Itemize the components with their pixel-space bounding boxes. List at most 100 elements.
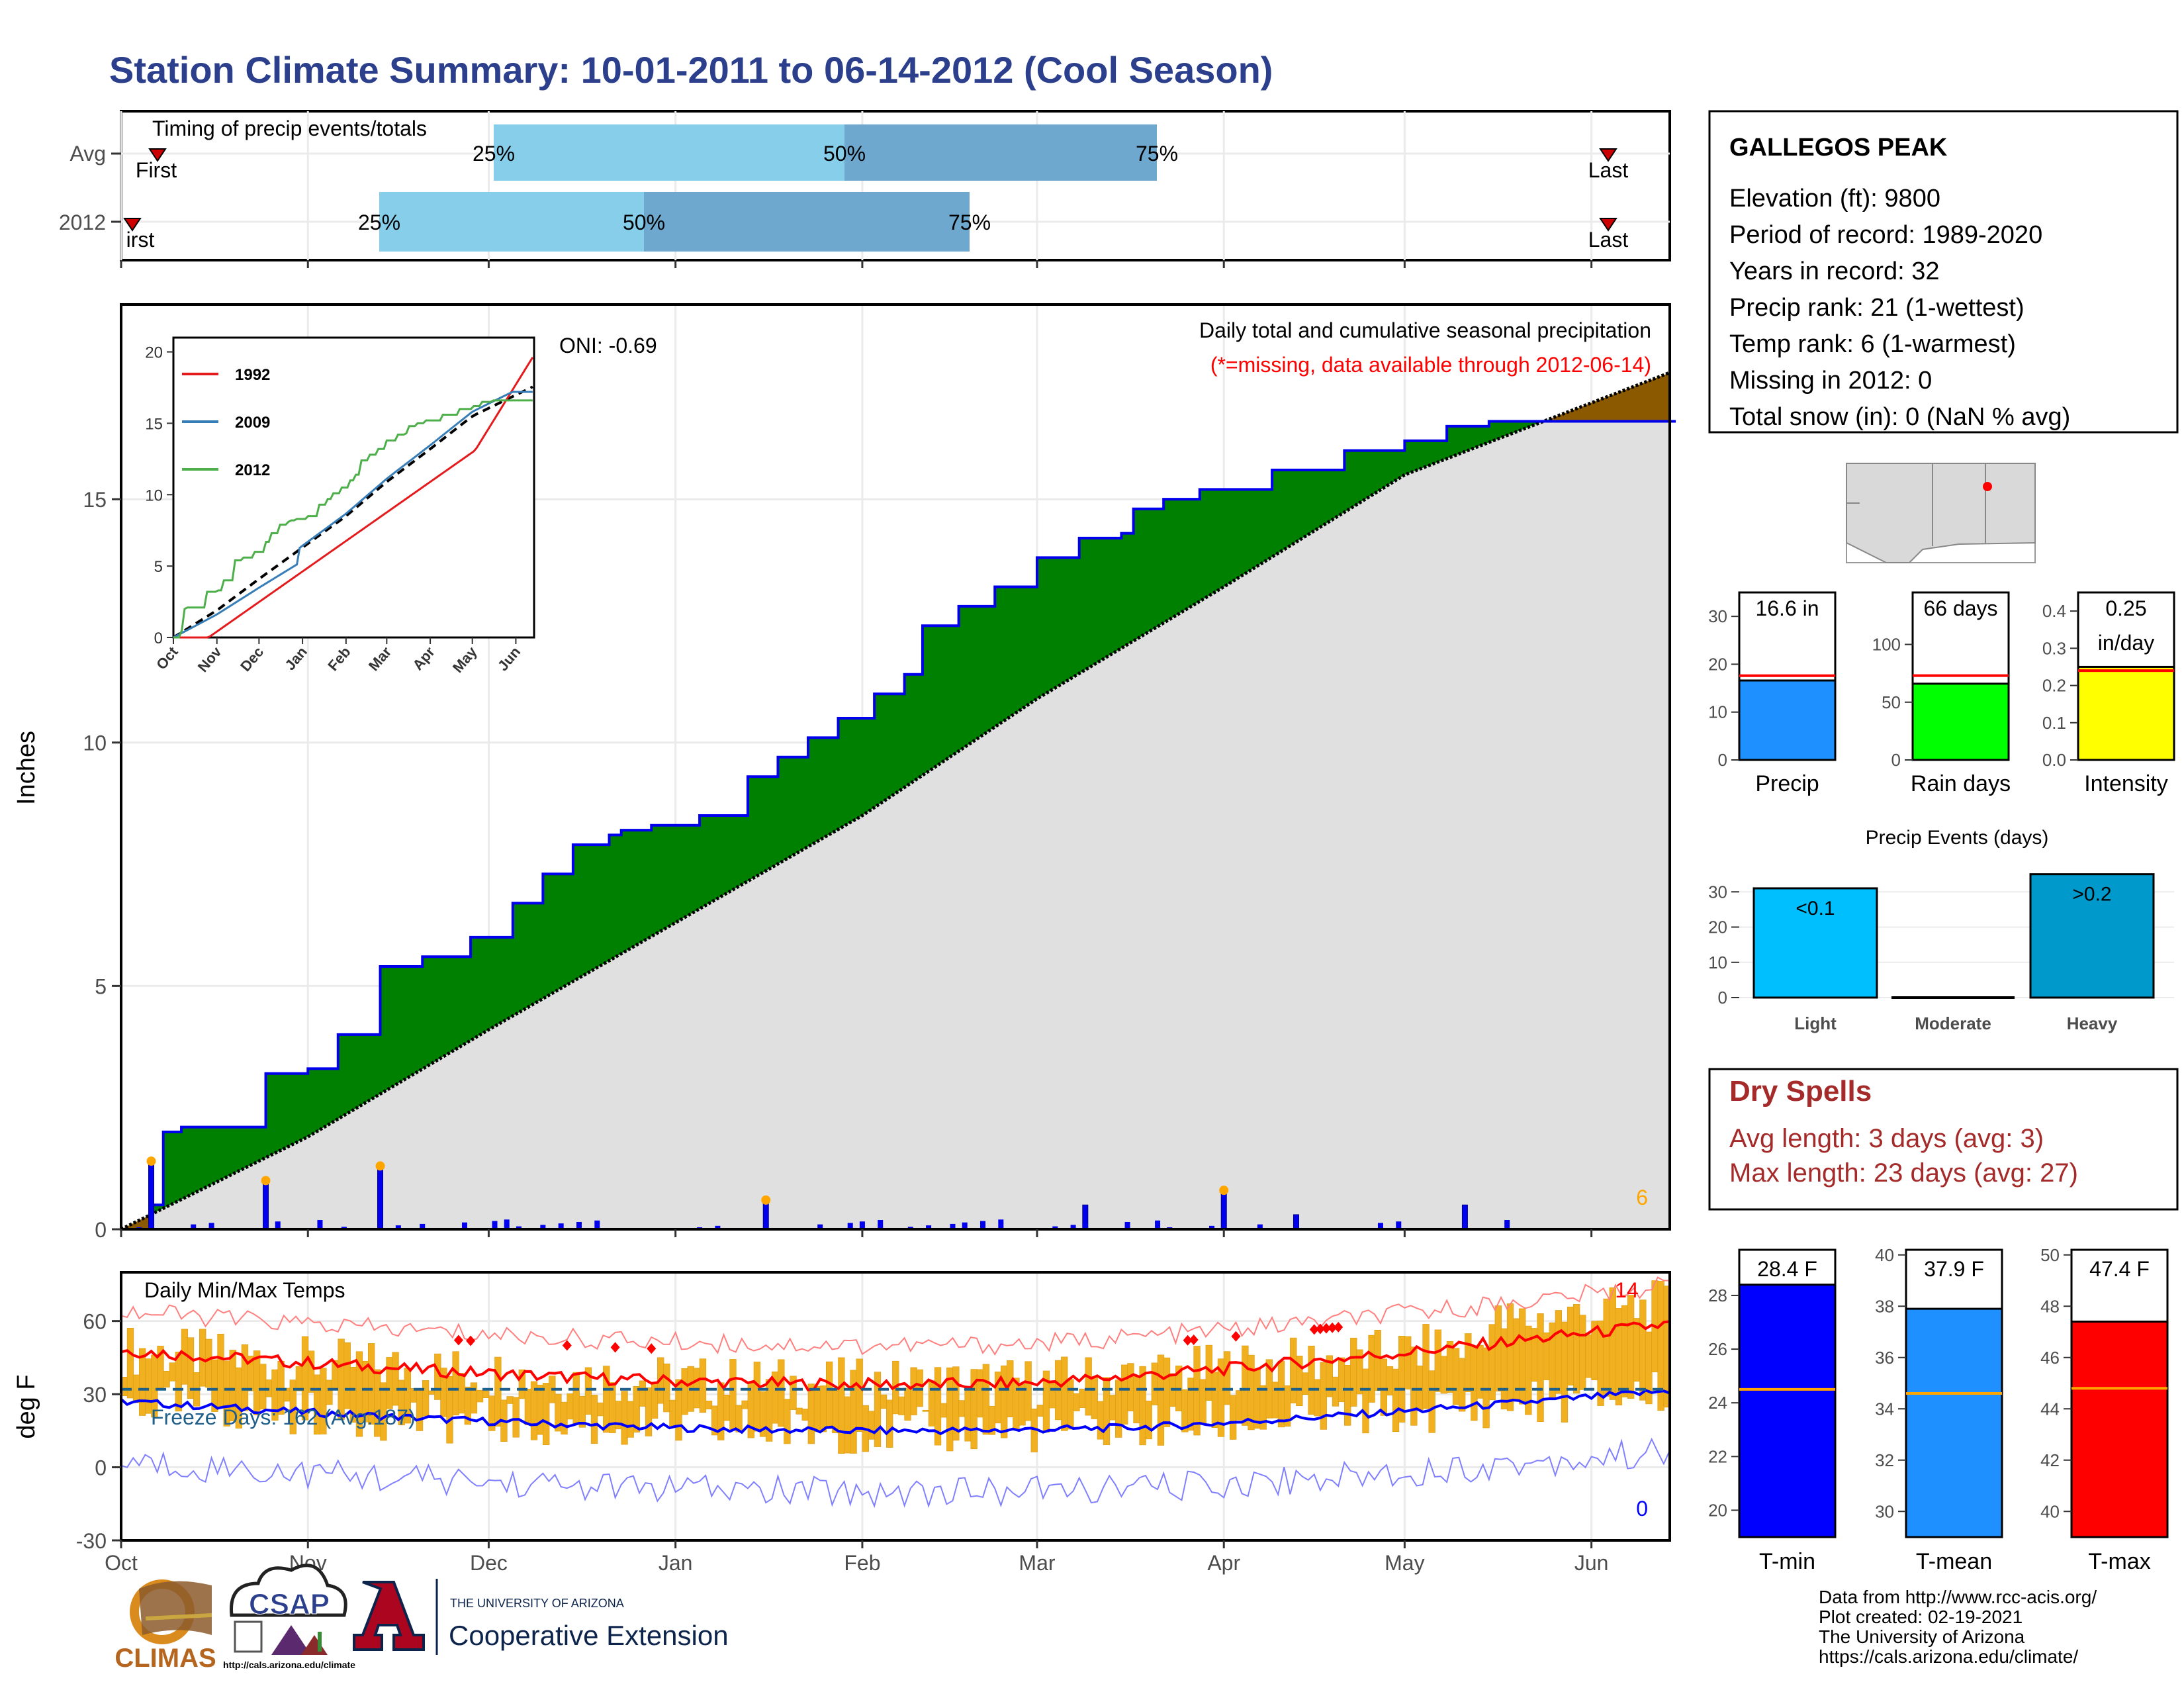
inset-y-tick-label: 20 [145,344,163,362]
daily-precip-bar [1124,1221,1130,1229]
avg-q2-bar [844,124,1157,181]
precip-y-tick-label: 10 [83,731,107,755]
x-month-label: May [1385,1551,1424,1575]
summary-bar-value [2077,665,2175,761]
daily-temp-bar [139,1348,146,1416]
summary-bar-tick-label: 0 [1891,750,1901,770]
credits: Data from http://www.rcc-acis.org/ Plot … [1819,1587,2097,1667]
daily-temp-bar [1109,1395,1116,1421]
temp-bar-value-label: 37.9 F [1924,1257,1984,1281]
daily-temp-bar [1199,1379,1206,1425]
temp-bar-2: 47.4 F T-max 40 42 44 46 48 50 [2040,1245,2169,1574]
avg-q1-bar [494,124,844,181]
temp-bar-label: T-mean [1916,1549,1992,1574]
extreme-precip-marker [261,1176,271,1186]
daily-temp-bar [470,1382,478,1414]
daily-temp-bar [1410,1346,1418,1426]
x-month-label: Mar [1019,1551,1055,1575]
daily-precip-bar [1209,1225,1215,1229]
csap-text: CSAP [249,1588,330,1620]
ua-big-text: Cooperative Extension [449,1620,729,1651]
daily-temp-bar [1609,1287,1616,1400]
cumulative-precip-line [121,420,1676,1231]
daily-temp-bar [1236,1390,1243,1421]
daily-precip-bar [208,1223,214,1229]
daily-temp-bar [1290,1337,1297,1403]
summary-bar-value [1911,682,2010,761]
events-bar-label: Light [1794,1013,1837,1033]
daily-precip-bar [576,1221,582,1229]
record-high-marker [1189,1335,1199,1346]
station-info-box: GALLEGOS PEAK Elevation (ft): 9800 Perio… [1708,110,2179,434]
year-p50-label: 50% [623,211,665,234]
record-min-line [120,1437,1670,1509]
daily-temp-bar [1621,1305,1629,1397]
daily-temp-bar [1271,1382,1279,1419]
daily-temp-bar [741,1400,749,1409]
record-min-count: 0 [1636,1497,1648,1521]
daily-temp-bar [1615,1308,1623,1406]
daily-temp-bar [446,1376,453,1444]
daily-temp-bar [506,1396,514,1404]
daily-temp-bar [976,1369,983,1418]
temp-bar-label: T-max [2088,1549,2150,1574]
daily-precip-bar [1293,1214,1299,1230]
daily-temp-bar [1103,1377,1111,1445]
daily-temp-bar [428,1390,435,1395]
summary-bar-tick-label: 0 [1718,750,1727,770]
record-max-count: 14 [1615,1278,1639,1302]
oni-label: ONI: -0.69 [559,334,657,357]
locator-map [1846,463,2036,563]
record-high-marker [647,1343,657,1354]
daily-precip-bar [263,1180,269,1230]
record-high-marker [1309,1324,1319,1335]
daily-temp-bar [964,1387,972,1442]
daily-temp-bar [880,1394,887,1409]
station-name: GALLEGOS PEAK [1729,134,1948,162]
temp-bar-value [1738,1284,1837,1538]
average-cumulative-fill [121,372,1670,1230]
daily-temp-bar [922,1409,929,1412]
daily-precip-bar [148,1160,155,1230]
x-month-label: Feb [844,1551,880,1575]
daily-temp-bar [1573,1304,1580,1394]
record-high-marker [1322,1323,1332,1334]
daily-temp-bar [1332,1376,1340,1407]
events-y-tick-label: 0 [1718,988,1727,1008]
daily-temp-bar [1434,1329,1441,1392]
extreme-precip-marker [146,1156,156,1166]
daily-precip-bar [1155,1220,1161,1229]
daily-temp-bar [868,1411,876,1440]
daily-temp-bar [796,1407,803,1415]
summary-bar-tick-label: 0.2 [2042,676,2066,696]
daily-temp-bar [175,1351,182,1412]
station-location-dot [1983,482,1992,491]
extreme-precip-marker [1219,1186,1229,1196]
daily-temp-bar [1422,1324,1430,1409]
daily-precip-bar [420,1223,426,1229]
daily-temp-bar [1097,1401,1105,1440]
credit-line-2: The University of Arizona [1819,1626,2025,1647]
daily-precip-bar [1082,1223,1088,1229]
daily-temp-bar [1386,1366,1394,1395]
daily-temp-bar [452,1351,459,1416]
daily-temp-bar [422,1380,430,1417]
average-min-temp-line [120,1388,1670,1436]
daily-temp-bar [705,1400,713,1409]
daily-temp-bar [1073,1393,1080,1411]
daily-precip-bar [817,1224,823,1229]
temp-bar-1: 37.9 F T-mean 30 32 34 36 38 40 [1875,1245,2003,1574]
x-month-label: Jan [659,1551,693,1575]
record-high-marker [562,1340,572,1351]
daily-temp-bar [561,1401,568,1434]
daily-precip-bar [998,1219,1004,1229]
temp-bar-value [2070,1321,2169,1538]
daily-precip-bar [980,1221,986,1229]
daily-temp-bar [1187,1378,1195,1431]
daily-temp-bar [1494,1305,1502,1392]
daily-temp-bar [126,1327,134,1399]
extreme-precip-marker [761,1195,771,1205]
timing-row-2012: 2012 [59,211,106,234]
daily-temp-bar [572,1372,580,1425]
daily-temp-bar [1127,1363,1134,1412]
